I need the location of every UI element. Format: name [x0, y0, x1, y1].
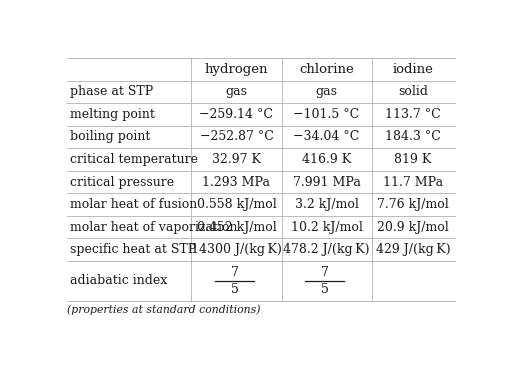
Text: 7.76 kJ/mol: 7.76 kJ/mol — [377, 198, 448, 211]
Text: 819 K: 819 K — [393, 153, 431, 166]
Text: −259.14 °C: −259.14 °C — [199, 108, 273, 121]
Text: −34.04 °C: −34.04 °C — [293, 130, 359, 144]
Text: 7: 7 — [320, 266, 328, 279]
Text: chlorine: chlorine — [299, 63, 353, 76]
Text: −252.87 °C: −252.87 °C — [199, 130, 273, 144]
Text: 14300 J/(kg K): 14300 J/(kg K) — [191, 243, 281, 256]
Text: 0.452 kJ/mol: 0.452 kJ/mol — [196, 221, 276, 234]
Text: boiling point: boiling point — [70, 130, 150, 144]
Text: 1.293 MPa: 1.293 MPa — [202, 176, 270, 189]
Text: specific heat at STP: specific heat at STP — [70, 243, 196, 256]
Text: 11.7 MPa: 11.7 MPa — [382, 176, 442, 189]
Text: 10.2 kJ/mol: 10.2 kJ/mol — [290, 221, 362, 234]
Text: 3.2 kJ/mol: 3.2 kJ/mol — [294, 198, 358, 211]
Text: 7.991 MPa: 7.991 MPa — [292, 176, 360, 189]
Text: 20.9 kJ/mol: 20.9 kJ/mol — [377, 221, 448, 234]
Text: phase at STP: phase at STP — [70, 86, 153, 98]
Text: molar heat of fusion: molar heat of fusion — [70, 198, 197, 211]
Text: 478.2 J/(kg K): 478.2 J/(kg K) — [283, 243, 369, 256]
Text: gas: gas — [225, 86, 247, 98]
Text: 32.97 K: 32.97 K — [212, 153, 261, 166]
Text: 416.9 K: 416.9 K — [301, 153, 351, 166]
Text: 429 J/(kg K): 429 J/(kg K) — [375, 243, 449, 256]
Text: critical pressure: critical pressure — [70, 176, 174, 189]
Text: 0.558 kJ/mol: 0.558 kJ/mol — [196, 198, 276, 211]
Text: hydrogen: hydrogen — [204, 63, 268, 76]
Text: molar heat of vaporization: molar heat of vaporization — [70, 221, 237, 234]
Text: 113.7 °C: 113.7 °C — [384, 108, 440, 121]
Text: 7: 7 — [230, 266, 238, 279]
Text: 184.3 °C: 184.3 °C — [384, 130, 440, 144]
Text: iodine: iodine — [392, 63, 433, 76]
Text: −101.5 °C: −101.5 °C — [293, 108, 359, 121]
Text: melting point: melting point — [70, 108, 155, 121]
Text: 5: 5 — [230, 283, 238, 296]
Text: 5: 5 — [320, 283, 328, 296]
Text: gas: gas — [315, 86, 337, 98]
Text: adiabatic index: adiabatic index — [70, 274, 167, 287]
Text: (properties at standard conditions): (properties at standard conditions) — [67, 305, 260, 315]
Text: critical temperature: critical temperature — [70, 153, 197, 166]
Text: solid: solid — [398, 86, 428, 98]
